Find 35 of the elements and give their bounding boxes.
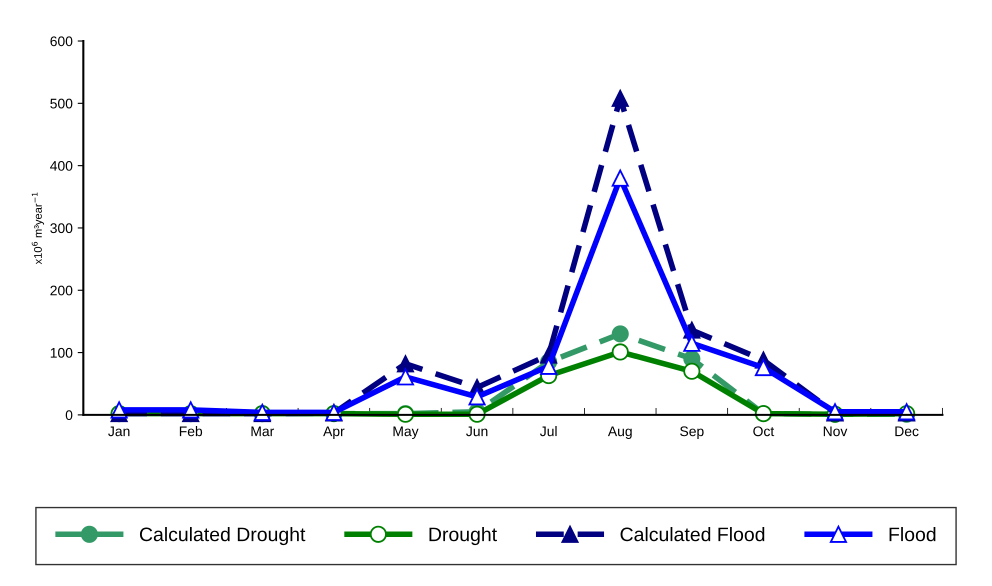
y-axis-title: x10$^{6}$ m³year$^{−1}$ (32, 192, 44, 264)
legend-label: Drought (430, 526, 497, 546)
legend-label: Calculated Flood (620, 526, 764, 542)
x-tick-label: May (394, 426, 419, 439)
x-tick-label: Jan (108, 426, 130, 436)
y-tick-label: 200 (50, 286, 72, 296)
point (754, 358, 772, 376)
x-tick-label: Apr (323, 426, 344, 439)
y-tick-label: 600 (50, 36, 72, 46)
x-tick-label: Mar (251, 426, 274, 436)
y-tick-label: 0 (66, 410, 72, 420)
point (683, 334, 700, 352)
x-tick-label: Oct (753, 426, 774, 436)
point (468, 388, 486, 406)
x-tick-label: Jun (466, 426, 488, 436)
legend-label: Flood (890, 526, 936, 542)
y-tick-label: 400 (50, 160, 72, 171)
point (540, 358, 558, 375)
point (396, 368, 414, 386)
x-tick-label: Dec (895, 426, 919, 436)
x-tick-label: Nov (824, 426, 848, 436)
point (612, 343, 629, 360)
x-tick-label: Feb (180, 426, 202, 436)
y-tick-label: 500 (50, 98, 72, 108)
point (612, 325, 629, 342)
point (396, 355, 414, 372)
x-tick-label: Sep (680, 426, 704, 439)
legend-label: Calculated Drought (140, 526, 306, 546)
point (612, 90, 629, 107)
point (683, 362, 700, 380)
point (612, 170, 629, 187)
x-tick-label: Aug (608, 426, 632, 439)
y-tick-label: 100 (50, 348, 72, 358)
x-tick-label: Jul (540, 426, 557, 436)
y-tick-label: 300 (50, 223, 72, 234)
